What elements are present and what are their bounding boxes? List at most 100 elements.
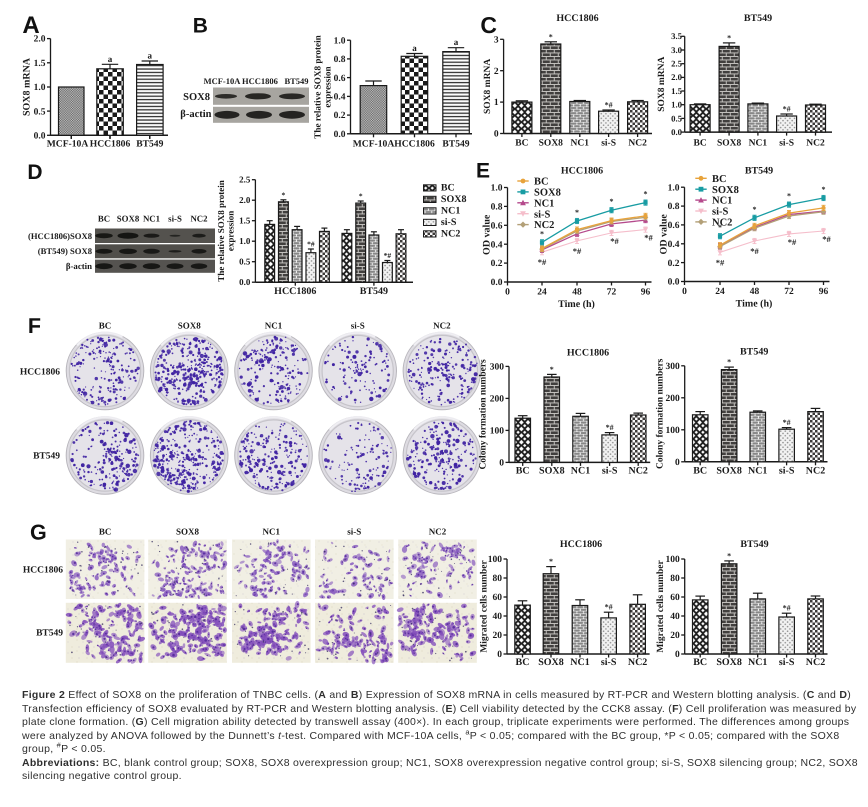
svg-text:SOX8 mRNA: SOX8 mRNA [657, 56, 667, 111]
svg-text:NC2: NC2 [433, 321, 451, 331]
svg-text:BT549: BT549 [740, 347, 768, 358]
svg-text:A: A [22, 12, 39, 39]
svg-text:1.0: 1.0 [671, 100, 683, 110]
svg-text:0.5: 0.5 [671, 113, 683, 123]
svg-text:100: 100 [665, 426, 680, 436]
svg-text:*: * [282, 190, 286, 199]
svg-text:0.2: 0.2 [491, 259, 503, 269]
svg-text:1.0: 1.0 [334, 36, 346, 46]
svg-text:BC: BC [693, 466, 707, 477]
svg-text:BT549: BT549 [36, 629, 63, 639]
svg-text:*: * [359, 192, 363, 201]
svg-text:2.0: 2.0 [671, 72, 683, 82]
svg-text:*: * [727, 358, 731, 367]
svg-text:1.5: 1.5 [239, 216, 251, 226]
svg-text:*#: *# [573, 246, 582, 256]
svg-text:BT549: BT549 [136, 139, 163, 150]
svg-text:si-S: si-S [712, 207, 729, 218]
svg-text:(BT549) SOX8: (BT549) SOX8 [38, 246, 93, 256]
svg-text:2.5: 2.5 [671, 59, 683, 69]
svg-text:NC1: NC1 [263, 527, 281, 537]
svg-text:BC: BC [99, 527, 112, 537]
svg-text:MCF-10A: MCF-10A [204, 76, 242, 86]
svg-text:0: 0 [494, 130, 499, 140]
svg-text:HCC1806: HCC1806 [242, 76, 278, 86]
svg-text:*#: *# [783, 105, 791, 114]
svg-text:2.0: 2.0 [239, 195, 251, 205]
svg-text:BT549: BT549 [33, 452, 60, 462]
svg-text:0.4: 0.4 [334, 93, 346, 103]
svg-text:300: 300 [490, 363, 505, 373]
svg-text:BT549: BT549 [745, 166, 773, 177]
svg-text:3.5: 3.5 [671, 31, 683, 41]
svg-text:si-S: si-S [441, 217, 457, 228]
svg-text:NC2: NC2 [628, 139, 647, 149]
svg-text:2.0: 2.0 [34, 35, 46, 45]
svg-text:NC2: NC2 [441, 229, 460, 240]
svg-text:*: * [822, 185, 826, 194]
svg-text:E: E [476, 160, 490, 183]
svg-text:NC2: NC2 [628, 466, 647, 477]
svg-text:0: 0 [675, 458, 680, 468]
svg-text:HCC1806: HCC1806 [23, 566, 63, 576]
svg-text:Colony formation numbers: Colony formation numbers [479, 359, 489, 470]
svg-text:a: a [412, 43, 417, 53]
svg-text:HCC1806: HCC1806 [556, 13, 598, 24]
svg-text:si-S: si-S [351, 321, 365, 331]
svg-text:BC: BC [693, 139, 706, 149]
svg-text:si-S: si-S [347, 527, 361, 537]
svg-text:SOX8: SOX8 [539, 139, 564, 149]
svg-text:B: B [193, 15, 208, 38]
svg-text:MCF-10A: MCF-10A [47, 139, 89, 150]
svg-text:3.0: 3.0 [671, 45, 683, 55]
svg-text:200: 200 [490, 395, 505, 405]
svg-text:G: G [30, 521, 47, 545]
svg-text:0.8: 0.8 [668, 202, 680, 212]
svg-text:0.0: 0.0 [668, 278, 680, 288]
svg-text:0: 0 [505, 288, 510, 298]
svg-text:a: a [148, 51, 153, 61]
svg-text:β-actin: β-actin [66, 261, 92, 271]
svg-text:expression: expression [322, 66, 332, 107]
svg-text:0.4: 0.4 [668, 240, 680, 250]
svg-text:NC1: NC1 [265, 321, 283, 331]
svg-text:HCC1806: HCC1806 [20, 368, 60, 378]
svg-text:si-S: si-S [534, 209, 551, 220]
svg-text:NC1: NC1 [571, 139, 590, 149]
svg-text:0: 0 [682, 287, 687, 297]
svg-text:SOX8: SOX8 [716, 466, 742, 477]
svg-text:SOX8: SOX8 [183, 92, 210, 103]
svg-text:si-S: si-S [779, 466, 795, 477]
svg-text:0.6: 0.6 [491, 221, 503, 231]
svg-text:BT549: BT549 [442, 139, 469, 150]
svg-text:SOX8: SOX8 [176, 527, 200, 537]
svg-text:0.5: 0.5 [34, 107, 46, 117]
svg-text:The relative SOX8 protein: The relative SOX8 protein [216, 180, 226, 281]
svg-text:*: * [644, 190, 648, 199]
svg-text:*#: *# [644, 233, 653, 243]
svg-text:*: * [787, 192, 791, 201]
svg-text:*#: *# [606, 423, 614, 432]
svg-text:0.2: 0.2 [668, 259, 680, 269]
svg-text:0.6: 0.6 [668, 221, 680, 231]
svg-text:NC1: NC1 [749, 139, 768, 149]
svg-text:*: * [540, 229, 544, 238]
svg-text:F: F [28, 314, 41, 338]
svg-text:*: * [575, 208, 579, 217]
svg-text:*#: *# [716, 257, 725, 267]
svg-text:300: 300 [665, 362, 680, 372]
svg-text:(HCC1806)SOX8: (HCC1806)SOX8 [28, 231, 93, 241]
svg-text:96: 96 [641, 288, 651, 298]
svg-text:NC1: NC1 [712, 196, 732, 207]
svg-text:100: 100 [490, 427, 505, 437]
svg-text:NC2: NC2 [429, 527, 447, 537]
svg-text:HCC1806: HCC1806 [561, 166, 603, 177]
svg-text:BT549: BT549 [360, 286, 388, 297]
svg-text:BT549: BT549 [744, 13, 772, 24]
svg-text:NC2: NC2 [806, 139, 825, 149]
svg-text:BT549: BT549 [284, 76, 308, 86]
svg-text:NC1: NC1 [748, 466, 767, 477]
svg-text:NC2: NC2 [190, 214, 208, 224]
svg-text:MCF-10A: MCF-10A [353, 139, 395, 150]
svg-text:1.0: 1.0 [491, 184, 503, 194]
